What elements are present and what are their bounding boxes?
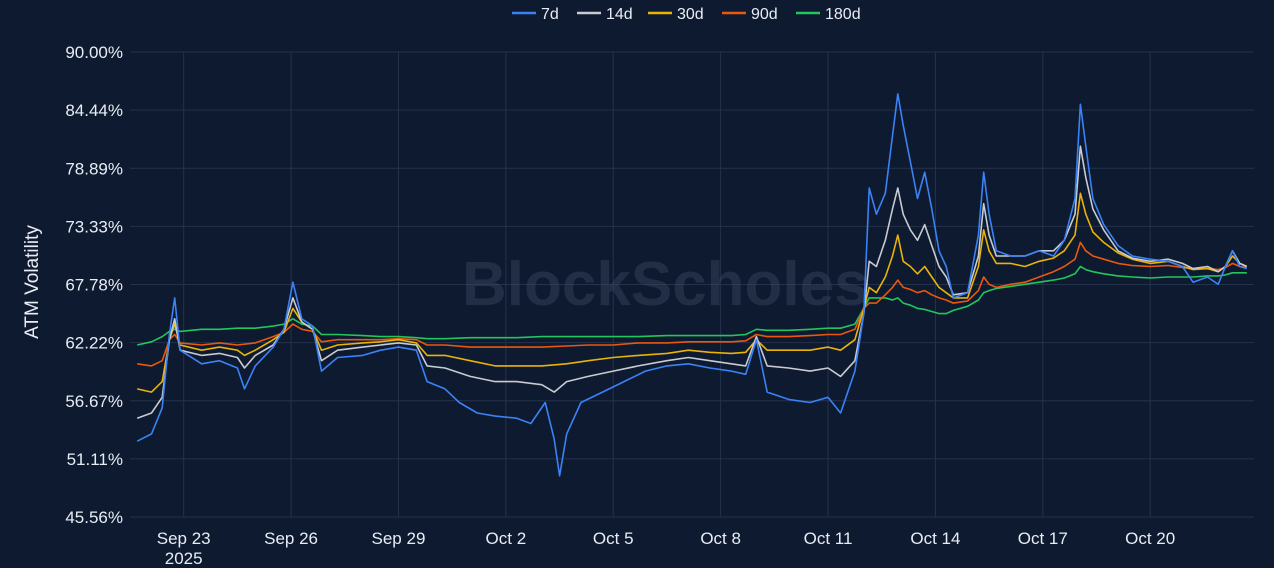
legend-item-180d[interactable]: 180d	[796, 6, 861, 23]
legend-item-7d[interactable]: 7d	[512, 6, 559, 23]
legend-label: 180d	[825, 6, 861, 23]
grid-lines	[130, 51, 1254, 518]
legend-label: 90d	[751, 6, 778, 23]
series-line-90d	[137, 241, 1247, 367]
y-tick-label: 84.44%	[65, 101, 123, 120]
y-axis: 90.00% 84.44% 78.89% 73.33% 67.78% 62.22% 56.6…	[65, 43, 123, 527]
series-line-14d	[136, 145, 1248, 419]
legend-label: 14d	[606, 6, 633, 23]
y-tick-label: 73.33%	[65, 217, 123, 236]
y-tick-label: 56.67%	[65, 392, 123, 411]
x-tick-label: Oct 11	[804, 529, 853, 548]
legend-label: 7d	[541, 6, 559, 23]
series-lines	[136, 93, 1248, 477]
y-tick-label: 67.78%	[65, 276, 123, 295]
legend[interactable]: 7d 14d 30d 90d 180d	[512, 6, 861, 23]
x-tick-sublabel: 2025	[165, 549, 203, 568]
x-tick-label: Oct 5	[593, 529, 634, 548]
x-tick-label: Oct 8	[700, 529, 741, 548]
y-tick-label: 78.89%	[65, 159, 123, 178]
legend-item-90d[interactable]: 90d	[722, 6, 778, 23]
x-tick-label: Oct 20	[1125, 529, 1175, 548]
y-tick-label: 51.11%	[67, 450, 123, 469]
watermark-text: BlockScholes	[462, 250, 869, 319]
y-tick-label: 90.00%	[65, 43, 123, 62]
y-axis-title: ATM Volatility	[22, 225, 43, 339]
legend-item-14d[interactable]: 14d	[577, 6, 633, 23]
x-tick-label: Sep 23	[157, 529, 211, 548]
x-tick-label: Sep 26	[264, 529, 318, 548]
x-tick-label: Oct 14	[910, 529, 960, 548]
series-line-7d	[136, 93, 1248, 477]
x-tick-label: Sep 29	[372, 529, 426, 548]
y-tick-label: 62.22%	[65, 334, 123, 353]
x-tick-label: Oct 2	[486, 529, 527, 548]
legend-label: 30d	[677, 6, 704, 23]
x-tick-label: Oct 17	[1018, 529, 1068, 548]
y-tick-label: 45.56%	[65, 508, 123, 527]
legend-item-30d[interactable]: 30d	[648, 6, 704, 23]
